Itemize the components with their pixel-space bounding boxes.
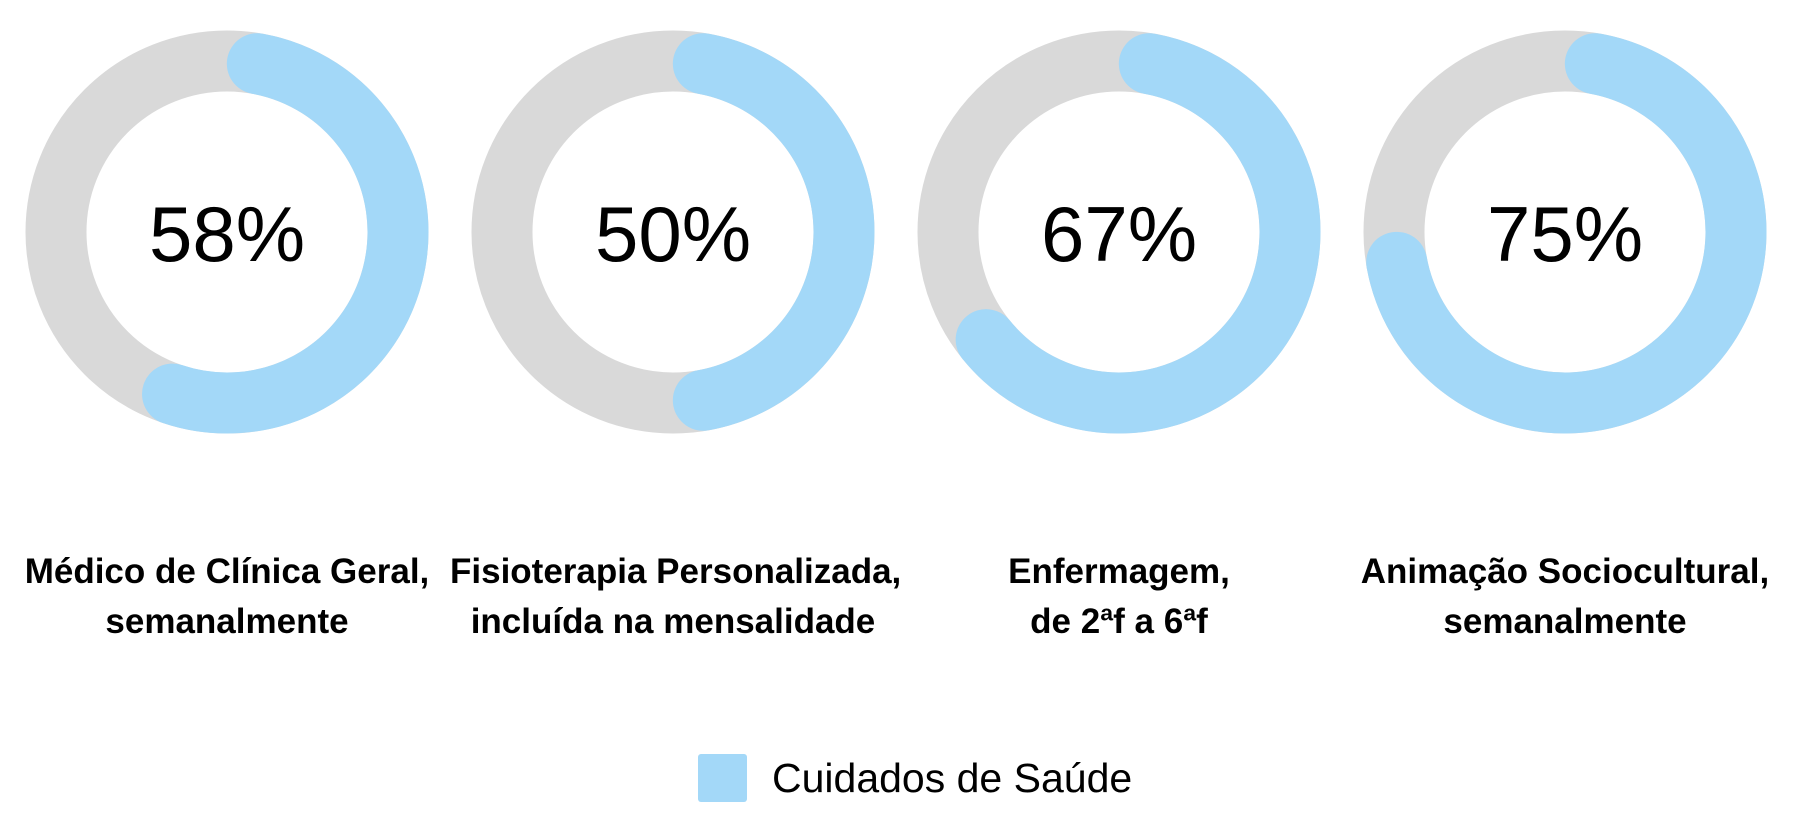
percent-value: 58% [148,189,306,278]
label-line-2: incluída na mensalidade [470,602,876,641]
donut-ring-icon [1363,30,1767,434]
category-label-1: Médico de Clínica Geral, semanalmente [4,547,450,647]
donut-ring-icon [471,30,875,434]
category-label-2: Fisioterapia Personalizada, incluída na … [450,547,902,647]
label-line-1: Médico de Clínica Geral, [24,552,430,591]
percent-value: 75% [1486,189,1644,278]
donut-chart-2: 50% [471,30,875,434]
legend-swatch [698,754,747,802]
percent-value: 50% [594,189,752,278]
category-label-4: Animação Sociocultural, semanalmente [1342,547,1788,647]
donut-ring-icon [917,30,1321,434]
label-line-1: Animação Sociocultural, [1360,552,1770,591]
donut-ring-icon [25,30,429,434]
legend: Cuidados de Saúde [698,754,1132,802]
label-line-2: de 2ªf a 6ªf [1030,602,1208,641]
donut-chart-3: 67% [917,30,1321,434]
label-line-2: semanalmente [1443,602,1687,641]
donut-chart-1: 58% [25,30,429,434]
label-line-1: Fisioterapia Personalizada, [450,552,902,591]
label-line-2: semanalmente [105,602,349,641]
percent-value: 67% [1040,189,1198,278]
category-label-3: Enfermagem, de 2ªf a 6ªf [896,547,1342,647]
label-line-1: Enfermagem, [1008,552,1230,591]
donut-chart-4: 75% [1363,30,1767,434]
legend-label: Cuidados de Saúde [772,755,1133,801]
